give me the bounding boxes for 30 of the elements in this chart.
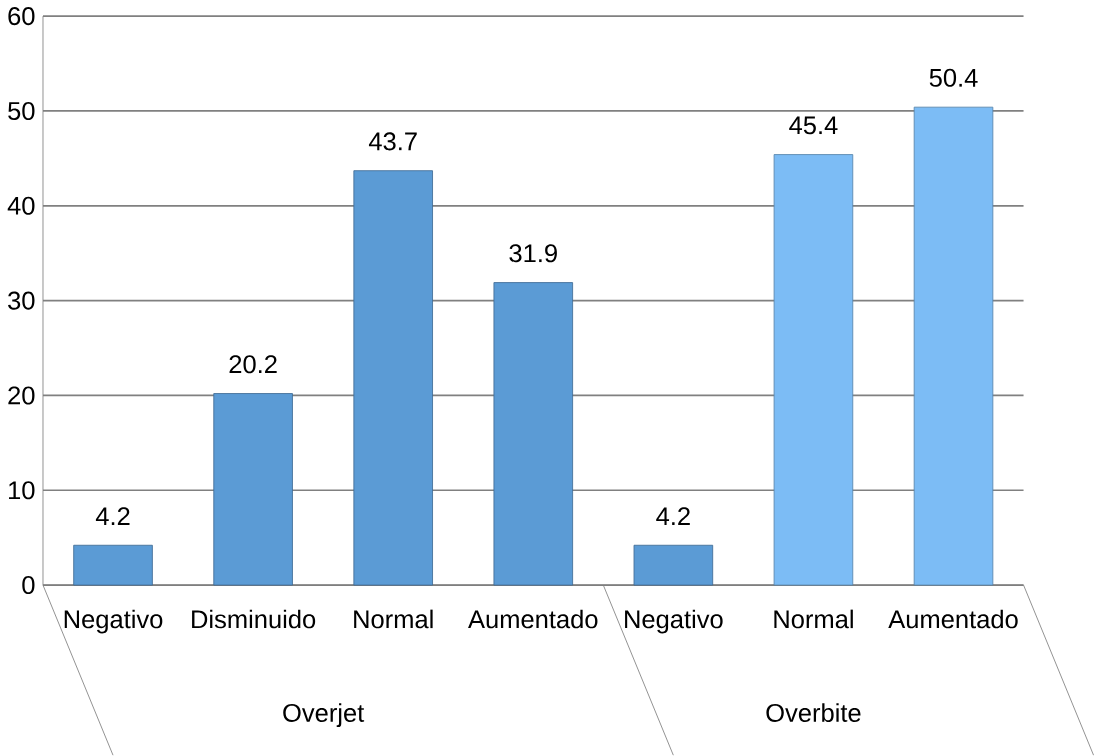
x-tick-label: Normal [354,609,433,629]
x-tick-label: Disminuido [192,609,316,629]
data-label: 4.2 [95,507,130,526]
bar [213,393,293,586]
y-tick-label: 40 [7,196,35,215]
x-tick-label: Aumentado [468,609,598,629]
data-label: 20.2 [229,355,277,374]
bar [73,544,153,586]
y-tick-label: 20 [8,386,35,405]
y-tick-label: 50 [8,102,35,121]
x-tick-label: Aumentado [888,609,1018,629]
y-tick-label: 30 [8,291,35,310]
bar [353,170,433,586]
bar [493,282,574,586]
y-tick-label: 60 [8,7,35,26]
bar [773,154,854,586]
data-label: 50.4 [929,68,978,88]
text: Overbite [766,703,861,723]
x-tick-label: Normal [774,609,853,629]
y-tick-label: 10 [9,481,35,500]
x-tick-label: Negativo [64,609,163,634]
data-label: 31.9 [509,244,557,263]
x-tick-label: Negativo [625,609,723,634]
bar [633,544,714,586]
data-label: 4.2 [656,507,690,526]
data-label: 45.4 [789,116,838,135]
bar [913,106,994,586]
text: Overjet [283,703,365,728]
data-label: 43.7 [368,132,417,151]
y-tick-label: 0 [22,576,35,595]
